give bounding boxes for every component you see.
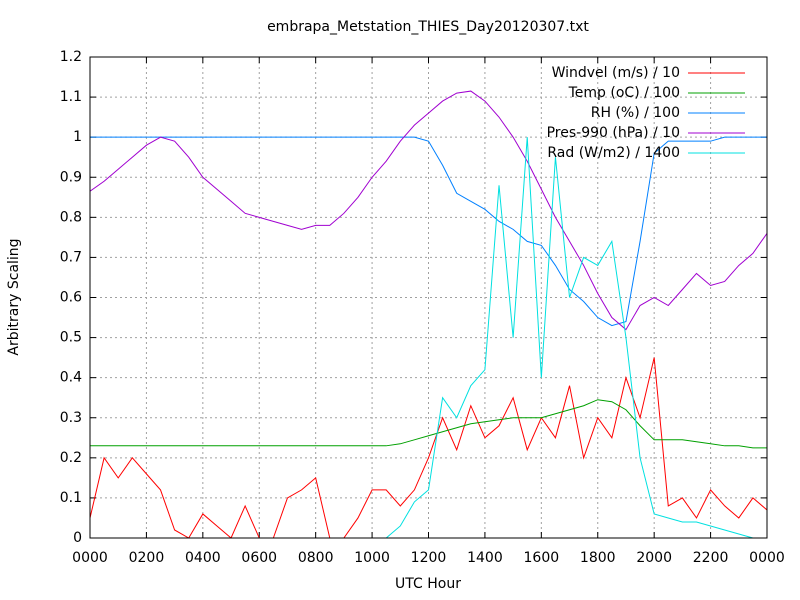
x-tick-label: 0800 [298,550,334,566]
x-tick-label: 1600 [524,550,560,566]
x-tick-label: 2200 [693,550,729,566]
legend-label: Rad (W/m2) / 1400 [547,145,680,161]
legend-label: Windvel (m/s) / 10 [552,65,680,81]
y-tick-label: 1.1 [60,89,82,105]
x-tick-label: 1800 [580,550,616,566]
series-line [90,399,767,449]
x-tick-label: 1400 [467,550,503,566]
x-tick-label: 0200 [129,550,165,566]
x-tick-label: 0000 [749,550,785,566]
series-line [90,136,767,327]
y-tick-label: 0 [73,530,82,546]
x-axis-label: UTC Hour [395,576,461,592]
series-line [90,357,767,538]
x-tick-label: 1000 [354,550,390,566]
x-tick-label: 2000 [636,550,672,566]
y-tick-label: 0.8 [60,209,82,225]
y-tick-label: 0.3 [60,410,82,426]
x-tick-label: 0400 [185,550,221,566]
plot-frame [89,56,768,539]
y-tick-label: 0.2 [60,450,82,466]
y-tick-label: 1 [73,129,82,145]
x-tick-label: 0000 [72,550,108,566]
y-tick-label: 0.5 [60,330,82,346]
legend-label: RH (%) / 100 [591,105,680,121]
y-tick-label: 0.1 [60,490,82,506]
y-tick-label: 0.4 [60,370,82,386]
legend-label: Pres-990 (hPa) / 10 [547,125,680,141]
y-tick-label: 0.6 [60,290,82,306]
series-line [90,137,767,538]
y-tick-label: 0.9 [60,169,82,185]
y-tick-label: 1.2 [60,49,82,65]
y-tick-label: 0.7 [60,249,82,265]
series-line [90,90,767,331]
chart-title: embrapa_Metstation_THIES_Day20120307.txt [267,19,589,35]
legend: Windvel (m/s) / 10 Temp (oC) / 100 RH (%) … [547,65,745,161]
y-axis-label: Arbitrary Scaling [6,238,22,355]
legend-label: Temp (oC) / 100 [568,85,680,101]
plot-area [90,90,767,538]
x-tick-label: 0600 [241,550,277,566]
x-tick-label: 1200 [411,550,447,566]
